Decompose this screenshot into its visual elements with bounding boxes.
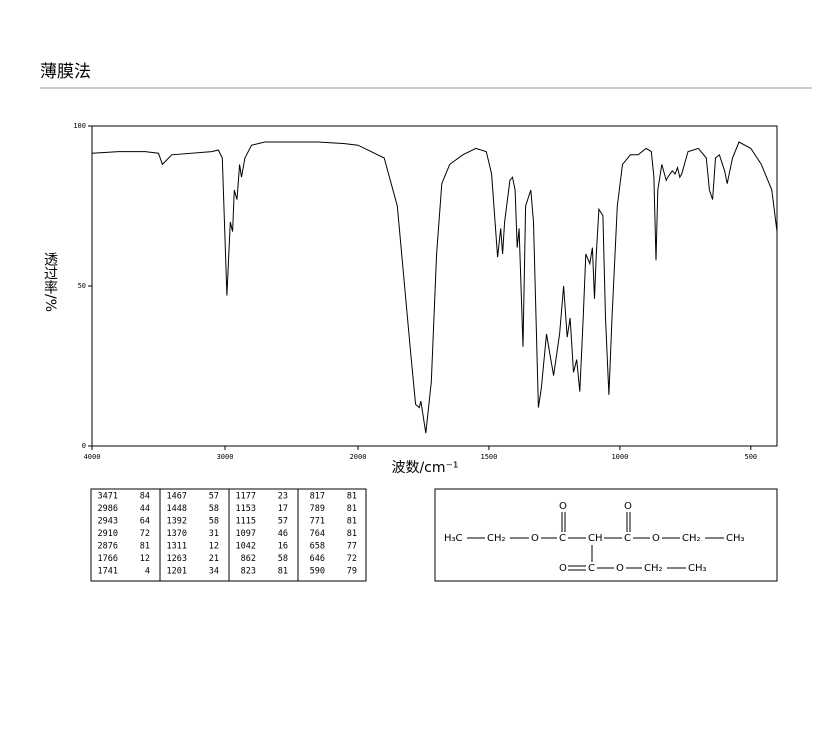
peak-transmittance: 64 (140, 517, 150, 527)
peak-wavenumber: 789 (310, 504, 325, 514)
peak-transmittance: 81 (347, 529, 357, 539)
peak-wavenumber: 1263 (167, 554, 187, 564)
peak-transmittance: 46 (278, 529, 288, 539)
atom: O (616, 563, 624, 574)
atom: H₃C (444, 533, 463, 544)
peak-transmittance: 81 (347, 492, 357, 502)
atom: O (624, 501, 632, 512)
peak-wavenumber: 2910 (98, 529, 118, 539)
peak-wavenumber: 1177 (236, 492, 256, 502)
peak-transmittance: 72 (347, 554, 357, 564)
y-tick-label: 0 (82, 442, 86, 450)
peak-wavenumber: 1741 (98, 567, 118, 577)
y-tick-label: 50 (78, 282, 86, 290)
peak-transmittance: 79 (347, 567, 357, 577)
peak-transmittance: 58 (278, 554, 288, 564)
spectrum-line (91, 141, 778, 434)
atom: O (559, 563, 567, 574)
peak-transmittance: 81 (140, 542, 150, 552)
atom: CH₂ (644, 563, 663, 574)
x-tick-label: 2000 (350, 453, 367, 461)
atom: CH₃ (726, 533, 745, 544)
peak-wavenumber: 3471 (98, 492, 118, 502)
atom: CH₂ (682, 533, 701, 544)
peak-wavenumber: 823 (241, 567, 256, 577)
peak-transmittance: 17 (278, 504, 288, 514)
structure: H₃C CH₂ O C CH C O CH₂ CH₃ O O O C O CH₂… (444, 501, 745, 574)
plot-frame (91, 125, 778, 447)
x-tick-label: 1500 (481, 453, 498, 461)
peak-transmittance: 81 (278, 567, 288, 577)
x-tick-label: 500 (744, 453, 757, 461)
peak-transmittance: 72 (140, 529, 150, 539)
peak-wavenumber: 658 (310, 542, 325, 552)
x-tick-label: 3000 (217, 453, 234, 461)
atom: CH₃ (688, 563, 707, 574)
peak-wavenumber: 646 (310, 554, 325, 564)
peak-wavenumber: 1370 (167, 529, 187, 539)
peak-wavenumber: 1448 (167, 504, 187, 514)
atom: C (559, 533, 566, 544)
peak-transmittance: 77 (347, 542, 357, 552)
peak-transmittance: 23 (278, 492, 288, 502)
peak-transmittance: 81 (347, 504, 357, 514)
atom: O (531, 533, 539, 544)
peak-wavenumber: 862 (241, 554, 256, 564)
peak-wavenumber: 1201 (167, 567, 187, 577)
peak-transmittance: 21 (209, 554, 219, 564)
peak-transmittance: 12 (209, 542, 219, 552)
atom: C (624, 533, 631, 544)
y-tick-label: 100 (73, 122, 86, 130)
x-tick-label: 1000 (611, 453, 628, 461)
peak-transmittance: 84 (140, 492, 150, 502)
peak-transmittance: 57 (278, 517, 288, 527)
atom: O (559, 501, 567, 512)
peak-transmittance: 12 (140, 554, 150, 564)
peak-wavenumber: 1042 (236, 542, 256, 552)
atom: O (652, 533, 660, 544)
structure-frame (434, 488, 778, 582)
x-axis-label: 波数/cm⁻¹ (391, 460, 458, 476)
peak-wavenumber: 771 (310, 517, 325, 527)
peak-transmittance: 16 (278, 542, 288, 552)
peak-transmittance: 34 (209, 567, 219, 577)
peak-wavenumber: 2986 (98, 504, 118, 514)
peak-wavenumber: 817 (310, 492, 325, 502)
peak-wavenumber: 590 (310, 567, 325, 577)
peak-transmittance: 4 (145, 567, 150, 577)
peak-wavenumber: 1392 (167, 517, 187, 527)
peak-transmittance: 58 (209, 517, 219, 527)
peak-transmittance: 58 (209, 504, 219, 514)
peak-transmittance: 57 (209, 492, 219, 502)
atom: CH₂ (487, 533, 506, 544)
peak-wavenumber: 1311 (167, 542, 187, 552)
peak-wavenumber: 1766 (98, 554, 118, 564)
peak-transmittance: 31 (209, 529, 219, 539)
peak-wavenumber: 1097 (236, 529, 256, 539)
peak-wavenumber: 1115 (236, 517, 256, 527)
peak-transmittance: 44 (140, 504, 150, 514)
peak-wavenumber: 1467 (167, 492, 187, 502)
page-title: 薄膜法 (40, 62, 91, 82)
x-tick-label: 4000 (84, 453, 101, 461)
atom: C (588, 563, 595, 574)
peak-wavenumber: 2876 (98, 542, 118, 552)
peak-wavenumber: 2943 (98, 517, 118, 527)
peak-wavenumber: 764 (310, 529, 325, 539)
peak-wavenumber: 1153 (236, 504, 256, 514)
y-axis-label: 透过率/% (42, 252, 58, 312)
atom: CH (588, 533, 603, 544)
peak-transmittance: 81 (347, 517, 357, 527)
